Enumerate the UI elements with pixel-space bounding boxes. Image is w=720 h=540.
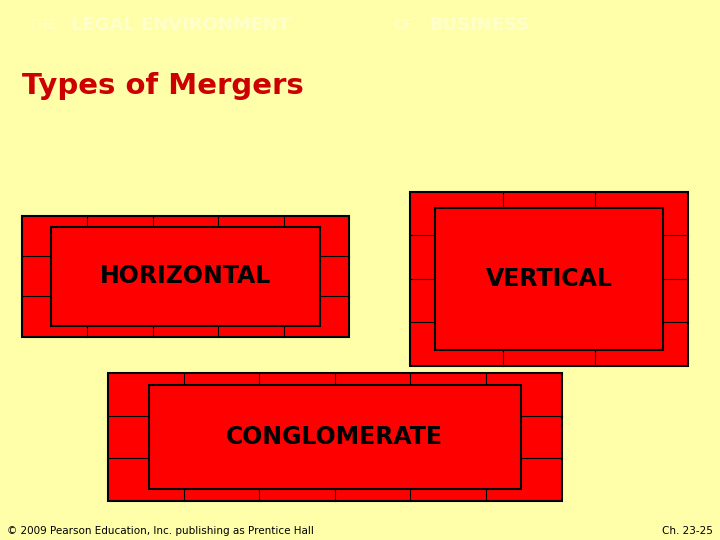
Bar — [108, 373, 562, 501]
Bar — [22, 217, 349, 336]
Text: HORIZONTAL: HORIZONTAL — [100, 265, 271, 288]
Text: OF: OF — [395, 18, 413, 32]
Bar — [436, 207, 662, 350]
Bar — [149, 385, 521, 489]
Text: Ch. 23-25: Ch. 23-25 — [662, 526, 713, 536]
Bar — [51, 227, 320, 326]
Text: CONGLOMERATE: CONGLOMERATE — [226, 425, 444, 449]
Text: Types of Mergers: Types of Mergers — [22, 72, 303, 100]
Text: LEGAL ENVIRONMENT: LEGAL ENVIRONMENT — [71, 16, 290, 34]
Bar — [410, 192, 688, 366]
Text: THE: THE — [29, 18, 56, 32]
Text: BUSINESS: BUSINESS — [429, 16, 529, 34]
Text: © 2009 Pearson Education, Inc. publishing as Prentice Hall: © 2009 Pearson Education, Inc. publishin… — [7, 526, 314, 536]
Text: VERTICAL: VERTICAL — [485, 267, 613, 291]
